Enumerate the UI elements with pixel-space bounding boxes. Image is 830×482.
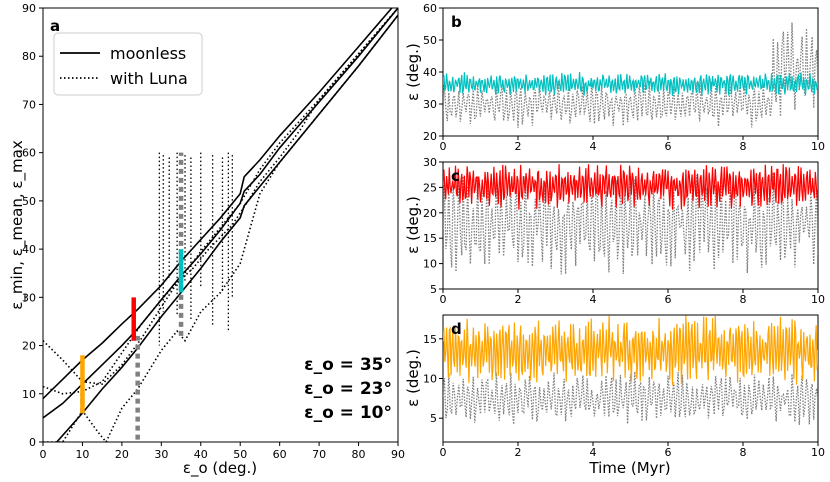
b-plot-ytick-label: 40 bbox=[423, 66, 437, 79]
a-xtick-label: 20 bbox=[115, 448, 129, 461]
a-xtick-label: 30 bbox=[154, 448, 168, 461]
a-xtick-label: 10 bbox=[75, 448, 89, 461]
c-plot-xtick-label: 2 bbox=[515, 293, 522, 306]
d-plot-series-moonless bbox=[443, 315, 818, 386]
b-plot-ytick-label: 60 bbox=[423, 2, 437, 15]
a-ytick-label: 90 bbox=[22, 2, 36, 15]
d-plot-xtick-label: 8 bbox=[740, 446, 747, 459]
panel-b-letter: b bbox=[451, 13, 462, 31]
panel-b-ticks: 0 2 4 6 8 10 20 30 40 50 60 bbox=[423, 2, 825, 153]
c-plot-ytick-label: 5 bbox=[430, 283, 437, 296]
c-plot-xtick-label: 4 bbox=[590, 293, 597, 306]
d-plot-ytick-label: 5 bbox=[430, 412, 437, 425]
panel-a-xlabel: ε_o (deg.) bbox=[183, 459, 257, 478]
panel-a-letter: a bbox=[50, 17, 60, 35]
b-plot-xtick-label: 8 bbox=[740, 140, 747, 153]
panel-c-ticks: 0 2 4 6 8 10 5 10 15 20 25 30 bbox=[423, 156, 825, 306]
d-plot-xtick-label: 6 bbox=[665, 446, 672, 459]
eps35-label: ε_o = 35° bbox=[304, 355, 392, 375]
panel-d: 0 2 4 6 8 10 5 10 15 d ε (deg.) Time (Myr) bbox=[404, 314, 825, 477]
a-xtick-label: 60 bbox=[273, 448, 287, 461]
a-ytick-label: 80 bbox=[22, 50, 36, 63]
b-plot-ytick-label: 30 bbox=[423, 98, 437, 111]
c-plot-xtick-label: 0 bbox=[440, 293, 447, 306]
c-plot-ytick-label: 25 bbox=[423, 181, 437, 194]
a-ytick-label: 50 bbox=[22, 195, 36, 208]
c-plot-xtick-label: 6 bbox=[665, 293, 672, 306]
a-xtick-label: 50 bbox=[233, 448, 247, 461]
b-plot-xtick-label: 6 bbox=[665, 140, 672, 153]
legend-moonless-label: moonless bbox=[110, 44, 186, 63]
b-plot-ytick-label: 20 bbox=[423, 130, 437, 143]
panel-d-ylabel: ε (deg.) bbox=[404, 349, 422, 407]
a-ytick-label: 0 bbox=[29, 436, 36, 449]
eps23-label: ε_o = 23° bbox=[304, 379, 392, 399]
c-plot-ytick-label: 20 bbox=[423, 207, 437, 220]
panel-c-plot bbox=[443, 164, 818, 275]
c-plot-xtick-label: 10 bbox=[811, 293, 825, 306]
d-plot-xtick-label: 0 bbox=[440, 446, 447, 459]
c-plot-ytick-label: 10 bbox=[423, 258, 437, 271]
b-plot-xtick-label: 10 bbox=[811, 140, 825, 153]
panel-c: 0 2 4 6 8 10 5 10 15 20 25 30 c ε (deg.) bbox=[404, 156, 825, 306]
a-ytick-label: 70 bbox=[22, 98, 36, 111]
a-ytick-label: 60 bbox=[22, 147, 36, 160]
legend: moonless with Luna bbox=[53, 32, 203, 96]
c-plot-series-moonless bbox=[443, 164, 818, 210]
panel-a-ticks: 0 10 20 30 40 50 60 70 80 90 0 10 20 30 40 50 60 70 80 90 bbox=[22, 2, 405, 461]
panel-a: 0 10 20 30 40 50 60 70 80 90 0 10 20 30 40 50 60 70 80 90 a… bbox=[8, 2, 405, 478]
d-plot-xtick-label: 2 bbox=[515, 446, 522, 459]
c-plot-ytick-label: 15 bbox=[423, 232, 437, 245]
panel-b-ylabel: ε (deg.) bbox=[404, 43, 422, 101]
a-series-with-Luna-max bbox=[43, 8, 398, 385]
c-plot-ytick-label: 30 bbox=[423, 156, 437, 169]
eps10-label: ε_o = 10° bbox=[304, 403, 392, 423]
panel-c-ylabel: ε (deg.) bbox=[404, 196, 422, 254]
a-xtick-label: 40 bbox=[194, 448, 208, 461]
panel-d-letter: d bbox=[451, 320, 462, 338]
b-plot-xtick-label: 2 bbox=[515, 140, 522, 153]
d-plot-ytick-label: 15 bbox=[423, 333, 437, 346]
a-series-moonless-max bbox=[43, 8, 393, 400]
a-ytick-label: 20 bbox=[22, 340, 36, 353]
b-plot-xtick-label: 4 bbox=[590, 140, 597, 153]
panel-a-plot bbox=[43, 8, 398, 442]
legend-box bbox=[53, 32, 203, 96]
a-series-with-Luna-min bbox=[43, 14, 398, 442]
panel-c-letter: c bbox=[451, 167, 460, 185]
panel-a-ylabel: ε_min, ε_mean, ε_max bbox=[8, 140, 27, 310]
a-xtick-label: 80 bbox=[352, 448, 366, 461]
a-ytick-label: 10 bbox=[22, 388, 36, 401]
d-plot-xtick-label: 4 bbox=[590, 446, 597, 459]
d-plot-xtick-label: 10 bbox=[811, 446, 825, 459]
b-plot-xtick-label: 0 bbox=[440, 140, 447, 153]
a-xtick-label: 90 bbox=[391, 448, 405, 461]
a-xtick-label: 70 bbox=[312, 448, 326, 461]
a-xtick-label: 0 bbox=[40, 448, 47, 461]
b-plot-ytick-label: 50 bbox=[423, 34, 437, 47]
b-plot-series-moonless bbox=[443, 72, 818, 96]
c-plot-series-with-Luna bbox=[443, 172, 818, 275]
panel-d-xlabel: Time (Myr) bbox=[588, 459, 670, 477]
panel-b-plot bbox=[443, 22, 818, 128]
legend-luna-label: with Luna bbox=[110, 69, 188, 88]
c-plot-xtick-label: 8 bbox=[740, 293, 747, 306]
panel-d-plot bbox=[443, 315, 818, 425]
panel-b: 0 2 4 6 8 10 20 30 40 50 60 b ε (deg.) bbox=[404, 2, 825, 153]
d-plot-ytick-label: 10 bbox=[423, 373, 437, 386]
a-ytick-label: 30 bbox=[22, 291, 36, 304]
a-ytick-label: 40 bbox=[22, 243, 36, 256]
panel-d-ticks: 0 2 4 6 8 10 5 10 15 bbox=[423, 333, 825, 459]
b-plot-series-with-Luna bbox=[443, 22, 818, 128]
